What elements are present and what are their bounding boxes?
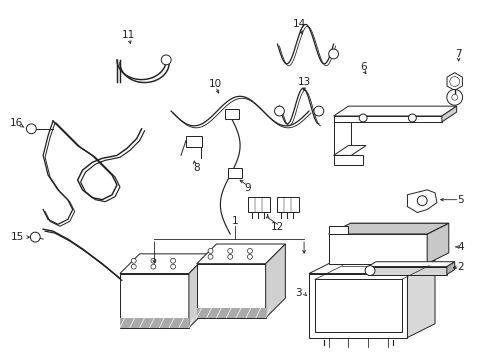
Circle shape: [151, 264, 156, 269]
Text: 4: 4: [456, 242, 463, 252]
Text: 16: 16: [10, 118, 23, 128]
Text: 12: 12: [270, 222, 284, 232]
Text: 10: 10: [208, 78, 222, 89]
Circle shape: [26, 124, 36, 134]
Circle shape: [451, 94, 457, 100]
Circle shape: [247, 254, 252, 259]
Bar: [247, 197, 269, 212]
Bar: [225, 109, 239, 119]
Polygon shape: [196, 244, 285, 264]
Text: 1: 1: [231, 216, 238, 226]
Circle shape: [208, 248, 213, 253]
Text: 9: 9: [244, 183, 251, 193]
Text: 7: 7: [454, 49, 461, 59]
Circle shape: [328, 49, 338, 59]
Text: 5: 5: [456, 195, 463, 205]
Circle shape: [170, 264, 175, 269]
Polygon shape: [265, 244, 285, 318]
Text: 2: 2: [456, 262, 463, 272]
Polygon shape: [367, 267, 446, 275]
Polygon shape: [328, 234, 426, 264]
Polygon shape: [120, 274, 188, 328]
Polygon shape: [407, 190, 436, 212]
Polygon shape: [328, 226, 347, 234]
Circle shape: [313, 106, 323, 116]
Circle shape: [151, 258, 156, 263]
Polygon shape: [333, 156, 363, 165]
Text: 15: 15: [11, 232, 24, 242]
Circle shape: [416, 196, 426, 206]
Circle shape: [365, 266, 374, 275]
Circle shape: [247, 248, 252, 253]
Circle shape: [227, 248, 232, 253]
Circle shape: [30, 232, 40, 242]
Polygon shape: [328, 223, 448, 234]
Polygon shape: [308, 260, 434, 274]
Polygon shape: [196, 264, 265, 318]
Polygon shape: [446, 73, 462, 90]
Bar: [185, 136, 201, 147]
Polygon shape: [407, 260, 434, 338]
Polygon shape: [367, 262, 454, 267]
Polygon shape: [333, 106, 456, 116]
Circle shape: [131, 258, 136, 263]
Circle shape: [274, 106, 284, 116]
Circle shape: [407, 114, 415, 122]
Circle shape: [227, 254, 232, 259]
Polygon shape: [120, 318, 188, 328]
Polygon shape: [188, 254, 208, 328]
Text: 13: 13: [297, 77, 310, 86]
Circle shape: [208, 254, 213, 259]
Bar: [277, 197, 299, 212]
Bar: [228, 168, 242, 178]
Circle shape: [446, 89, 462, 105]
Polygon shape: [120, 254, 208, 274]
Circle shape: [131, 264, 136, 269]
Polygon shape: [333, 122, 350, 156]
Circle shape: [359, 114, 366, 122]
Text: 6: 6: [359, 62, 366, 72]
Circle shape: [449, 77, 459, 86]
Circle shape: [170, 258, 175, 263]
Circle shape: [161, 55, 171, 65]
Text: 11: 11: [122, 30, 135, 40]
Polygon shape: [196, 308, 265, 318]
Polygon shape: [441, 106, 456, 122]
Polygon shape: [308, 274, 407, 338]
Text: 14: 14: [292, 19, 305, 30]
Polygon shape: [426, 223, 448, 264]
Text: 8: 8: [193, 163, 200, 173]
Polygon shape: [333, 145, 366, 156]
Text: 3: 3: [295, 288, 302, 298]
Polygon shape: [314, 279, 401, 332]
Polygon shape: [446, 262, 454, 275]
Polygon shape: [333, 116, 441, 122]
